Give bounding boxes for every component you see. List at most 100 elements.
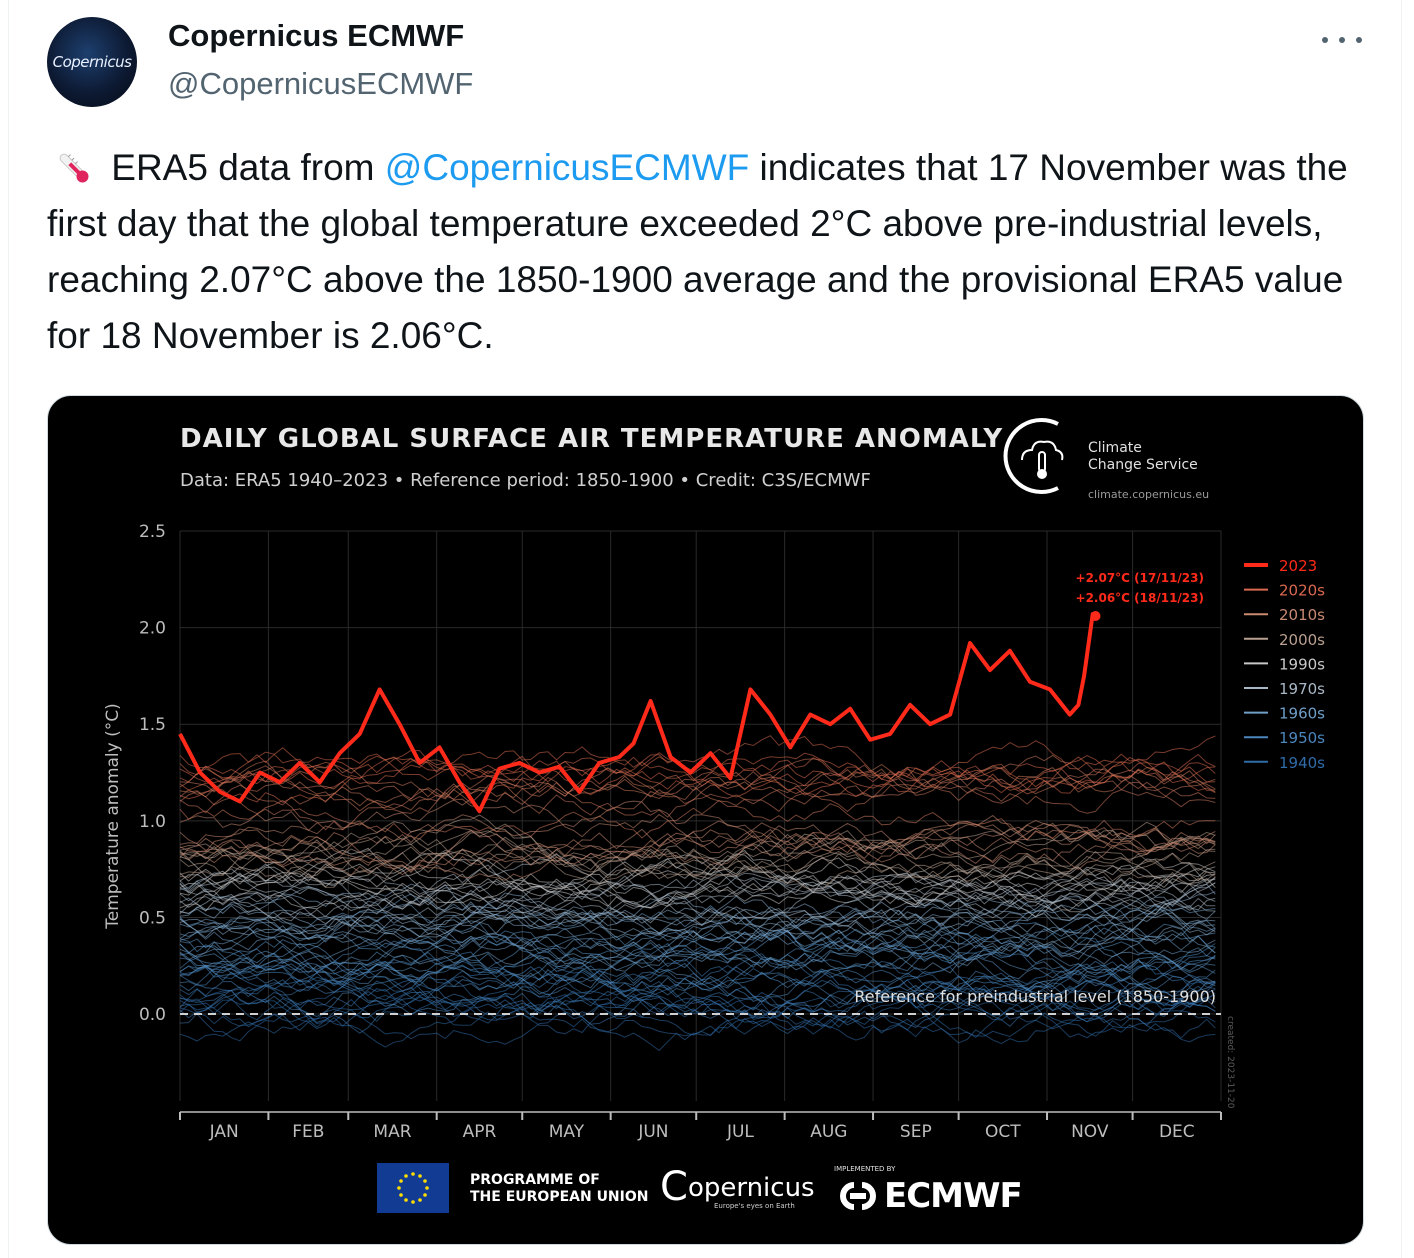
series-2023-end-point [1090,611,1101,622]
copernicus-tagline: Europe's eyes on Earth [714,1202,795,1210]
x-tick-label: DEC [1159,1122,1195,1142]
y-tick-label: 2.5 [139,522,166,542]
historical-series-group [179,735,1216,1052]
eu-programme-label: PROGRAMME OF THE EUROPEAN UNION [470,1172,648,1206]
y-tick-label: 0.5 [139,908,166,928]
historical-year-line [179,760,1216,818]
x-tick-label: JUN [637,1122,668,1142]
historical-year-line [179,851,1216,894]
tweet-card [8,0,1402,1258]
historical-year-line [179,904,1216,942]
historical-year-line [179,897,1216,942]
historical-year-line [179,953,1216,1001]
historical-year-line [179,907,1216,966]
x-tick-label: APR [463,1122,497,1142]
historical-year-line [179,820,1216,874]
historical-year-line [179,821,1216,878]
x-tick-label: MAR [373,1122,411,1142]
historical-year-line [179,798,1216,859]
historical-year-line [179,872,1216,924]
x-tick-label: OCT [985,1122,1021,1142]
legend-label: 1940s [1279,754,1325,772]
author-name[interactable]: Copernicus ECMWF [168,18,465,53]
legend-label: 1950s [1279,729,1325,747]
ecmwf-logo: ECMWF [836,1176,1023,1216]
historical-year-line [179,799,1216,841]
historical-year-line [179,936,1216,997]
c3s-logo-icon [1003,418,1064,494]
anomaly-chart: 2.5 2.0 1.5 1.0 0.5 0.0 JAN FEB MAR APR MAY JUN JUL A… [103,522,1325,1142]
y-tick-label: 1.5 [139,715,166,735]
historical-year-line [179,880,1216,944]
historical-year-line [179,875,1216,918]
legend-label: 2023 [1279,557,1317,575]
tweet-text-part-1: ERA5 data from [101,147,385,188]
tweet-mention-link[interactable]: @CopernicusECMWF [384,147,750,188]
historical-year-line [179,970,1216,1012]
more-options-icon[interactable] [1322,25,1362,55]
avatar-logo-text: Copernicus [52,53,132,71]
x-tick-label: SEP [900,1122,932,1142]
historical-year-line [179,764,1216,814]
historical-year-line [179,765,1216,812]
c3s-line-2: Change Service [1088,457,1198,473]
historical-year-line [179,872,1216,922]
c3s-name: Climate Change Service [1088,440,1198,474]
historical-year-line [179,870,1216,921]
historical-year-line [179,983,1216,1034]
historical-year-line [179,820,1216,881]
historical-year-line [179,886,1216,945]
historical-year-line [179,835,1216,885]
x-tick-label: JAN [209,1122,239,1142]
historical-year-line [179,883,1216,935]
historical-year-line [179,951,1216,1005]
historical-year-line [179,758,1216,814]
copernicus-logo: Copernicus [660,1164,815,1210]
historical-year-line [179,822,1216,872]
c3s-url: climate.copernicus.eu [1088,488,1210,501]
eu-programme-line-2: THE EUROPEAN UNION [470,1189,649,1205]
historical-year-line [179,990,1216,1045]
tweet-text-part-2: indicates that 17 November was the first… [47,147,1348,356]
historical-year-line [179,954,1216,1003]
legend-label: 1990s [1279,655,1325,673]
implemented-by-label: IMPLEMENTED BY [834,1165,896,1173]
legend-label: 2020s [1279,582,1325,600]
legend-label: 1960s [1279,705,1325,723]
c3s-line-1: Climate [1088,440,1142,456]
historical-year-line [179,735,1216,803]
y-tick-label: 1.0 [139,812,166,832]
legend-label: 2000s [1279,631,1325,649]
historical-year-line [179,754,1216,813]
eu-programme-line-1: PROGRAMME OF [470,1172,600,1188]
historical-year-line [179,907,1216,969]
historical-year-line [179,871,1216,912]
historical-year-line [179,735,1216,794]
author-handle[interactable]: @CopernicusECMWF [168,66,474,101]
author-avatar[interactable]: Copernicus [47,17,137,107]
x-tick-label: JUL [726,1122,754,1142]
historical-year-line [179,740,1216,796]
historical-year-line [179,937,1216,996]
tweet-media-image[interactable]: 2.5 2.0 1.5 1.0 0.5 0.0 JAN FEB MAR APR MAY JUN JUL A… [47,395,1364,1245]
chart-subtitle: Data: ERA5 1940–2023 • Reference period:… [180,470,871,491]
historical-year-line [179,830,1216,879]
historical-year-line [179,980,1216,1041]
annotation-18-nov: +2.06°C (18/11/23) [1076,591,1204,605]
y-tick-label: 2.0 [139,619,166,639]
chart-title: DAILY GLOBAL SURFACE AIR TEMPERATURE ANO… [180,424,1004,454]
thermometer-icon [59,153,89,183]
historical-year-line [179,940,1216,994]
reference-line-label: Reference for preindustrial level (1850-… [854,987,1216,1006]
historical-year-line [179,749,1216,796]
legend-label: 1970s [1279,680,1325,698]
x-tick-label: FEB [292,1122,324,1142]
historical-year-line [179,914,1216,962]
ecmwf-logo-text: ECMWF [884,1176,1023,1216]
historical-year-line [179,863,1216,913]
historical-year-line [179,829,1216,876]
legend-label: 2010s [1279,606,1325,624]
historical-year-line [179,983,1216,1052]
annotation-17-nov: +2.07°C (17/11/23) [1076,571,1204,585]
eu-flag-icon [377,1163,449,1213]
